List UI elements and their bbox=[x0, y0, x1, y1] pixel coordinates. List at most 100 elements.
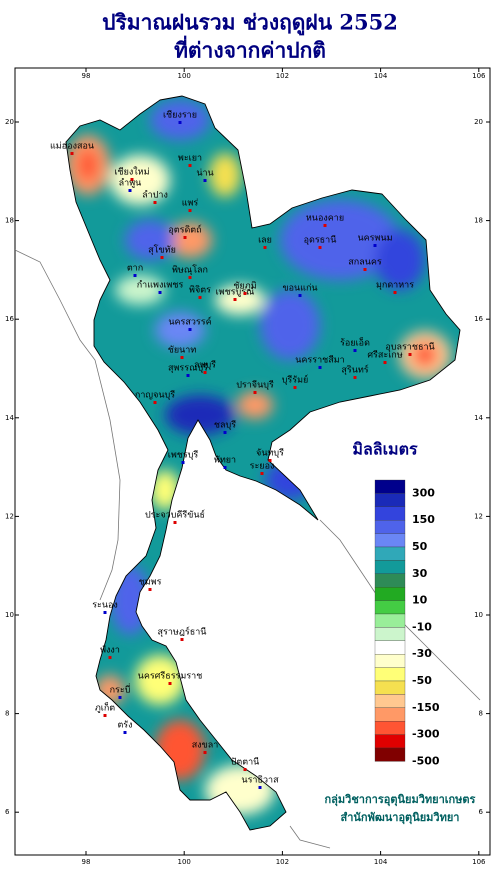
province-label: ชุมพร bbox=[139, 578, 162, 588]
province-dot bbox=[408, 353, 412, 356]
province-label: แพร่ bbox=[182, 199, 199, 209]
province-dot bbox=[183, 236, 187, 239]
province-label: ตรัง bbox=[117, 721, 132, 731]
legend-level: 10 bbox=[412, 594, 428, 607]
lat-label: 12 bbox=[474, 512, 483, 520]
province-label: ชัยนาท bbox=[168, 346, 197, 356]
province-dot bbox=[178, 121, 182, 124]
legend-swatch bbox=[374, 560, 406, 574]
province-dot bbox=[188, 276, 192, 279]
province-label: กระบี่ bbox=[110, 683, 131, 696]
lat-label: 16 bbox=[474, 315, 483, 323]
province-label: พะเยา bbox=[178, 154, 202, 164]
province-label: ภูเก็ต bbox=[95, 701, 115, 714]
legend-swatch bbox=[374, 694, 406, 708]
province-dot bbox=[128, 189, 132, 192]
province-label: อุบลราชธานี bbox=[385, 342, 434, 353]
province-label: ปราจีนบุรี bbox=[236, 380, 274, 391]
legend-swatch bbox=[374, 600, 406, 615]
neighbor-coast bbox=[14, 249, 481, 849]
province-dot bbox=[188, 328, 192, 331]
province-dot bbox=[153, 401, 157, 404]
province-dot bbox=[258, 786, 262, 789]
lat-label: 10 bbox=[474, 611, 483, 619]
province-dot bbox=[253, 391, 257, 394]
province-dot bbox=[243, 292, 247, 295]
province-dot bbox=[393, 291, 397, 294]
credit: กลุ่มวิชาการอุตุนิยมวิทยาเกษตร bbox=[325, 793, 476, 807]
province-dot bbox=[353, 349, 357, 352]
province-label: ตาก bbox=[127, 264, 143, 274]
province-dot bbox=[198, 296, 202, 299]
legend-swatch bbox=[374, 546, 406, 561]
province-label: ระยอง bbox=[250, 462, 275, 472]
lon-label: 100 bbox=[178, 858, 191, 866]
province-dot bbox=[103, 611, 107, 614]
legend-swatch bbox=[374, 613, 406, 628]
lat-label: 10 bbox=[5, 611, 14, 619]
province-label: สุโขทัย bbox=[148, 245, 176, 256]
lat-label: 18 bbox=[5, 217, 14, 225]
province-dot bbox=[263, 246, 267, 249]
lon-label: 98 bbox=[82, 72, 91, 80]
province-dot bbox=[123, 731, 127, 734]
province-dot bbox=[203, 751, 207, 754]
legend-level: 150 bbox=[412, 513, 435, 526]
province-dot bbox=[160, 256, 164, 259]
legend-level: -300 bbox=[412, 728, 440, 741]
province-label: นครราชสีมา bbox=[295, 355, 344, 366]
province-dot bbox=[318, 246, 322, 249]
province-dot bbox=[188, 164, 192, 167]
province-label: บุรีรัมย์ bbox=[282, 374, 309, 386]
province-dot bbox=[293, 386, 297, 389]
province-label: มุกดาหาร bbox=[376, 281, 414, 291]
lat-label: 14 bbox=[5, 414, 14, 422]
province-label: สงขลา bbox=[192, 741, 219, 751]
province-dot bbox=[323, 224, 327, 227]
legend-level: -10 bbox=[412, 620, 432, 633]
province-label: สุพรรณบุรี bbox=[168, 363, 208, 374]
province-label: ชลบุรี bbox=[214, 420, 236, 431]
lat-label: 6 bbox=[479, 808, 484, 816]
province-label: ลำพูน bbox=[119, 178, 142, 189]
province-label: พัทยา bbox=[214, 456, 236, 466]
province-dot bbox=[223, 466, 227, 469]
legend-swatch bbox=[374, 734, 406, 749]
legend-swatch bbox=[374, 506, 406, 521]
lon-label: 106 bbox=[472, 72, 486, 80]
legend-swatch bbox=[374, 479, 406, 494]
lat-label: 20 bbox=[474, 118, 483, 126]
legend-swatch bbox=[374, 533, 406, 548]
province-label: ประจวบคีรีขันธ์ bbox=[145, 509, 205, 521]
legend-swatch bbox=[374, 747, 406, 762]
legend-swatch bbox=[374, 587, 406, 601]
province-dot bbox=[148, 588, 152, 591]
province-label: สกลนคร bbox=[348, 258, 382, 268]
province-label: พิษณุโลก bbox=[172, 265, 208, 276]
province-label: ร้อยเอ็ด bbox=[340, 336, 370, 349]
credit: สำนักพัฒนาอุตุนิยมวิทยา bbox=[341, 811, 460, 825]
province-dot bbox=[318, 366, 322, 369]
province-label: ศรีสะเกษ bbox=[367, 350, 402, 361]
lat-label: 16 bbox=[5, 315, 14, 323]
province-label: สุราษฎร์ธานี bbox=[158, 626, 207, 638]
province-dot bbox=[181, 461, 185, 464]
province-label: ขอนแก่น bbox=[282, 284, 317, 294]
lat-label: 6 bbox=[5, 808, 10, 816]
lat-label: 8 bbox=[5, 710, 9, 718]
province-label: ลำปาง bbox=[142, 190, 168, 201]
legend-swatch bbox=[374, 573, 406, 588]
province-dot bbox=[373, 244, 377, 247]
legend-swatch bbox=[374, 654, 406, 668]
province-dot bbox=[186, 374, 190, 377]
lon-label: 104 bbox=[374, 858, 388, 866]
province-dot bbox=[173, 521, 177, 524]
legend-title: มิลลิเมตร bbox=[352, 440, 418, 459]
province-label: จันทบุรี bbox=[256, 448, 284, 459]
province-dot bbox=[108, 656, 112, 659]
province-label: ปัตตานี bbox=[231, 757, 260, 768]
legend-swatch bbox=[374, 627, 406, 641]
legend-level: -150 bbox=[412, 701, 440, 714]
province-dot bbox=[158, 291, 162, 294]
